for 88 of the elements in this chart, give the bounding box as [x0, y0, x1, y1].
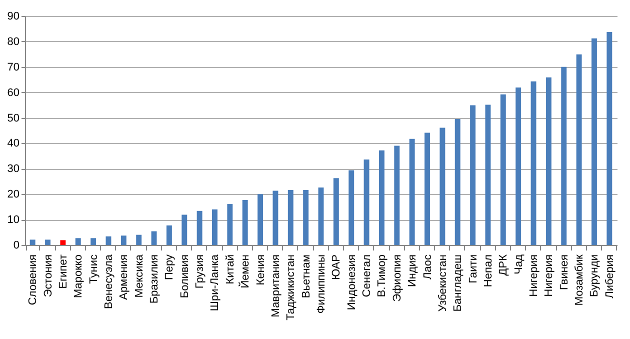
x-tick-label: Нигерия: [543, 254, 556, 297]
x-tick-label: Гаити: [467, 254, 480, 284]
x-tick-label: Венесуэла: [102, 254, 115, 309]
y-tick-label: 70: [7, 61, 20, 74]
x-tick-label: Гвинея: [558, 254, 570, 290]
bar: [196, 210, 202, 245]
bar: [485, 104, 491, 245]
bar: [90, 238, 96, 245]
x-tick-label: В.Тимор: [376, 254, 388, 298]
bar: [45, 240, 50, 245]
bar: [106, 236, 112, 245]
x-tick-label: Грузия: [194, 254, 206, 288]
x-tick-label: ДРК: [498, 254, 510, 276]
x-tick-label: Йемен: [238, 254, 252, 288]
x-tick-label: Непал: [482, 254, 494, 288]
x-tick-label: Филиппины: [316, 254, 328, 314]
x-tick-label: Словения: [27, 254, 40, 306]
x-tick-label: Таджикистан: [285, 254, 298, 320]
x-tick-label: Индия: [406, 254, 419, 288]
y-tick-label: 40: [7, 138, 20, 150]
y-tick-label: 30: [7, 163, 20, 176]
bar: [318, 187, 324, 245]
x-tick-label: Египет: [57, 254, 70, 289]
x-tick-label: Армения: [118, 254, 130, 300]
bar: [60, 240, 66, 245]
x-tick-label: Мавритания: [270, 254, 282, 318]
bar: [348, 170, 354, 245]
x-tick-label: Вьетнам: [300, 254, 312, 298]
x-tick-label: Эстония: [42, 254, 54, 298]
x-tick-label: Бурунди: [588, 254, 601, 297]
bar: [227, 204, 233, 245]
bar: [606, 32, 612, 245]
y-tick-label: 50: [7, 112, 20, 124]
bar: [424, 132, 430, 245]
x-tick-label: Мозамбик: [574, 254, 586, 306]
bar: [516, 88, 522, 245]
bar: [120, 236, 126, 245]
bar: [242, 200, 248, 245]
bar: [454, 119, 460, 245]
bar: [75, 238, 81, 245]
y-tick-label: 0: [13, 240, 20, 252]
x-tick-label: Перу: [164, 254, 176, 280]
bar: [592, 38, 597, 245]
x-tick-label: Боливия: [178, 254, 191, 298]
x-tick-label: Мексика: [133, 254, 146, 298]
bar: [500, 94, 506, 245]
bar: [182, 214, 188, 245]
x-tick-label: Узбекистан: [436, 254, 449, 312]
x-tick-label: ЮАР: [330, 254, 343, 280]
bar: [136, 234, 142, 245]
x-tick-label: Бразилия: [148, 254, 161, 304]
y-tick-label: 60: [7, 86, 20, 99]
x-tick-label: Сенегал: [361, 254, 374, 298]
y-tick-label: 80: [7, 36, 20, 48]
bar: [288, 190, 294, 245]
x-tick-label: Лаос: [422, 254, 434, 280]
bar: [212, 209, 218, 245]
bar: [166, 225, 172, 245]
bar: [364, 160, 370, 245]
bar: [394, 146, 400, 245]
bar: [151, 231, 157, 245]
y-tick-label: 20: [7, 188, 20, 201]
y-tick-label: 90: [7, 10, 20, 22]
x-tick-label: Либерия: [604, 254, 616, 298]
x-tick-label: Кения: [254, 254, 267, 286]
x-tick-label: Индонезия: [346, 254, 358, 310]
bar: [440, 128, 446, 245]
x-tick-label: Шри-Ланка: [209, 254, 222, 312]
x-tick-label: Бангладеш: [452, 254, 464, 312]
bar: [258, 194, 264, 245]
bar: [303, 190, 309, 245]
x-tick-label: Китай: [224, 254, 236, 284]
x-tick-label: Эфиопия: [391, 254, 404, 302]
bar: [470, 105, 476, 245]
x-tick-label: Нигерия: [528, 254, 540, 297]
bar: [409, 138, 415, 245]
bar: [272, 190, 278, 245]
x-tick-label: Тунис: [88, 254, 100, 284]
bar: [30, 240, 36, 245]
bar: [546, 77, 552, 245]
bar: [378, 150, 384, 245]
bar: [530, 81, 536, 245]
x-tick-label: Чад: [512, 254, 525, 274]
bar: [576, 54, 582, 245]
bar: [561, 66, 567, 245]
y-tick-label: 10: [7, 214, 20, 226]
bar: [333, 178, 339, 245]
x-tick-label: Марокко: [72, 254, 85, 298]
